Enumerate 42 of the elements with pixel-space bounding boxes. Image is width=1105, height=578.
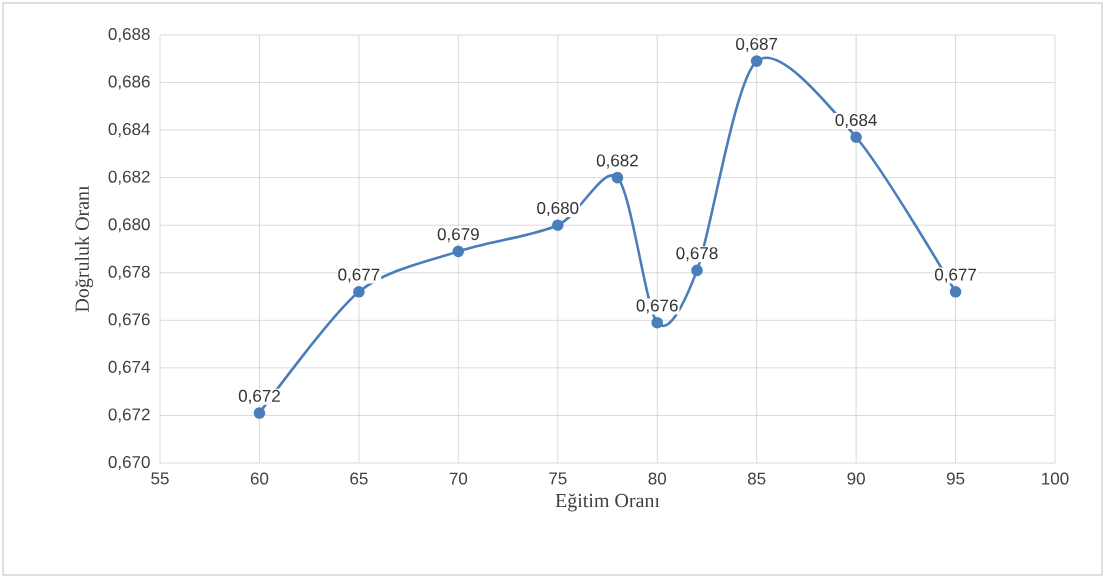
point <box>611 171 624 184</box>
x-tick-label: 95 <box>946 472 965 485</box>
y-tick-label: 0,680 <box>108 218 150 233</box>
x-tick-label: 65 <box>350 472 368 485</box>
y-tick-label: 0,676 <box>108 313 150 328</box>
y-tick-label: 0,684 <box>108 123 150 138</box>
y-tick-label: 0,686 <box>108 75 150 90</box>
point <box>750 55 763 67</box>
y-tick-label: 0,688 <box>108 27 150 43</box>
data-label: 0,672 <box>238 389 280 404</box>
data-label: 0,676 <box>636 299 678 314</box>
y-tick-label: 0,674 <box>108 360 150 375</box>
y-tick-label: 0,670 <box>108 455 150 471</box>
data-label: 0,684 <box>835 113 877 129</box>
x-tick-label: 100 <box>1042 472 1069 485</box>
point <box>452 245 465 258</box>
x-axis-title: Eğitim Oranı <box>555 493 660 512</box>
x-tick-label: 90 <box>847 472 865 485</box>
point <box>651 316 664 329</box>
y-axis-title: Doğruluk Oranı <box>74 185 94 313</box>
point <box>691 264 703 277</box>
x-tick-label: 75 <box>549 472 567 485</box>
data-label: 0,680 <box>537 201 579 217</box>
y-tick-label: 0,682 <box>108 170 150 185</box>
data-label: 0,682 <box>596 154 638 169</box>
data-label: 0,687 <box>736 37 778 52</box>
x-tick-label: 80 <box>648 472 667 485</box>
data-label: 0,677 <box>934 268 976 283</box>
x-tick-label: 85 <box>747 472 766 485</box>
y-tick-label: 0,672 <box>108 408 150 423</box>
x-tick-label: 70 <box>449 472 468 485</box>
point <box>949 286 962 298</box>
point <box>850 131 862 144</box>
data-label: 0,677 <box>338 268 380 283</box>
point <box>253 407 266 419</box>
x-tick-label: 60 <box>250 472 269 485</box>
x-tick-label: 55 <box>151 472 169 485</box>
point <box>551 219 564 232</box>
data-label: 0,679 <box>437 228 479 243</box>
data-label: 0,678 <box>676 247 718 262</box>
point <box>353 286 365 298</box>
y-tick-label: 0,678 <box>108 265 150 280</box>
